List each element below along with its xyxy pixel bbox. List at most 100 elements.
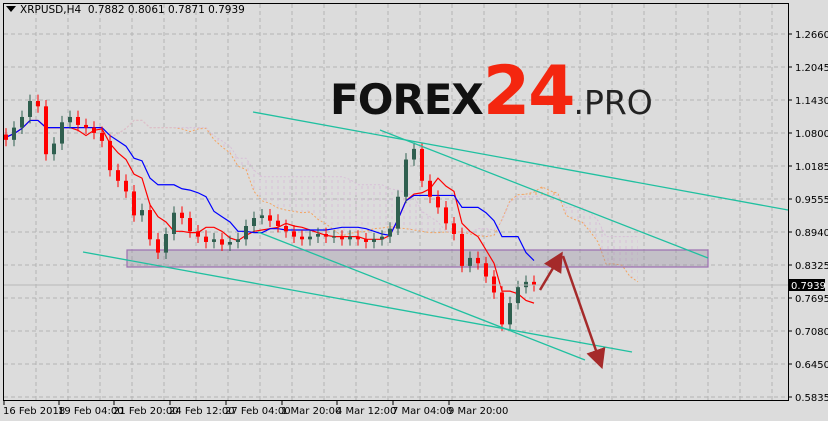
candle — [428, 174, 432, 204]
candle — [92, 121, 96, 140]
candle-body — [420, 148, 424, 181]
dropdown-triangle-icon[interactable] — [6, 6, 16, 12]
candle-body — [204, 236, 208, 242]
candle-body — [316, 233, 320, 237]
y-tick-label: 0.8940 — [795, 228, 828, 239]
cloud-segment — [358, 184, 366, 232]
trendline-lower[interactable] — [82, 251, 633, 353]
candle — [68, 110, 72, 129]
arrow-down[interactable] — [561, 255, 606, 370]
candle — [436, 190, 440, 214]
cloud-segment — [374, 184, 382, 229]
candle — [236, 232, 240, 249]
candle-body — [412, 148, 416, 160]
candle-body — [100, 132, 104, 141]
candle — [180, 206, 184, 225]
y-tick-label: 1.0800 — [795, 129, 828, 140]
trendline-channel-bottom[interactable] — [257, 231, 586, 361]
candle-body — [76, 116, 80, 125]
candle — [476, 251, 480, 270]
candle — [532, 275, 536, 292]
y-tick-label: 0.6450 — [795, 360, 828, 371]
candle-body — [372, 239, 376, 242]
candle-body — [172, 212, 176, 234]
chart-frame — [3, 3, 789, 401]
x-tick-label: 4 Mar 12:00 — [336, 406, 396, 417]
candle-body — [348, 236, 352, 240]
trendlines[interactable] — [82, 111, 789, 361]
candle-body — [60, 122, 64, 144]
candle-body — [308, 236, 312, 240]
cloud-segment — [222, 140, 230, 153]
candle — [300, 230, 304, 246]
candle — [156, 232, 160, 259]
candle — [316, 227, 320, 244]
y-tick-label: 1.2660 — [795, 30, 828, 41]
cloud-segment — [246, 158, 254, 192]
candle-body — [108, 140, 112, 171]
candle-body — [52, 143, 56, 155]
cloud-segment — [590, 212, 598, 242]
candle — [100, 126, 104, 148]
senkou-span-a — [109, 119, 639, 283]
cloud-segment — [558, 193, 566, 216]
candle-body — [132, 191, 136, 216]
x-tick-label: 1 Mar 20:00 — [281, 406, 341, 417]
candle — [332, 230, 336, 244]
candle-body — [164, 233, 168, 253]
candle — [364, 232, 368, 249]
candle — [212, 232, 216, 249]
x-tick-label: 21 Feb 20:00 — [113, 406, 179, 417]
candle-body — [364, 239, 368, 242]
candle — [204, 230, 208, 249]
candle-body — [452, 223, 456, 234]
cloud-segment — [270, 176, 278, 209]
candle-body — [268, 215, 272, 221]
candle — [452, 216, 456, 241]
cloud-segment — [142, 120, 150, 128]
cloud-segment — [518, 194, 526, 197]
candle — [4, 128, 8, 147]
candle — [380, 230, 384, 246]
candle — [516, 280, 520, 310]
candle — [220, 232, 224, 252]
candle-body — [244, 226, 248, 240]
candle — [484, 256, 488, 283]
candle — [348, 230, 352, 246]
x-tick-label: 19 Feb 04:00 — [58, 406, 124, 417]
candle — [260, 208, 264, 225]
candle-body — [4, 134, 8, 140]
candle — [412, 142, 416, 166]
candle-body — [220, 239, 224, 245]
y-tick-label: 0.5835 — [795, 393, 828, 404]
candle — [164, 227, 168, 259]
candle-body — [444, 207, 448, 224]
arrow-up[interactable] — [538, 251, 563, 291]
price-axis[interactable]: 1.2660 1.2045 1.1430 1.0800 1.0185 0.9555 0.89… — [788, 30, 828, 404]
candle — [228, 235, 232, 252]
candle-body — [188, 218, 192, 232]
trendline-channel-top[interactable] — [379, 129, 709, 259]
candle-body — [396, 196, 400, 229]
candle-body — [436, 196, 440, 208]
candle-body — [116, 170, 120, 181]
candle-body — [84, 124, 88, 128]
senkou-span-b — [109, 119, 638, 238]
logo-pro: .PRO — [573, 83, 653, 122]
candle — [12, 121, 16, 147]
candle — [388, 222, 392, 244]
candle — [108, 134, 112, 177]
candle-body — [460, 233, 464, 266]
forecast-arrows[interactable] — [538, 251, 606, 370]
trendline-upper[interactable] — [252, 111, 789, 211]
candle — [188, 211, 192, 238]
x-tick-label: 7 Mar 04:00 — [392, 406, 452, 417]
candle-body — [68, 116, 72, 123]
support-zone[interactable] — [126, 249, 709, 268]
cloud-segment — [326, 176, 334, 230]
current-price-label: 0.7939 — [789, 279, 826, 292]
candle-body — [508, 303, 512, 325]
y-tick-label: 1.0185 — [795, 162, 828, 173]
